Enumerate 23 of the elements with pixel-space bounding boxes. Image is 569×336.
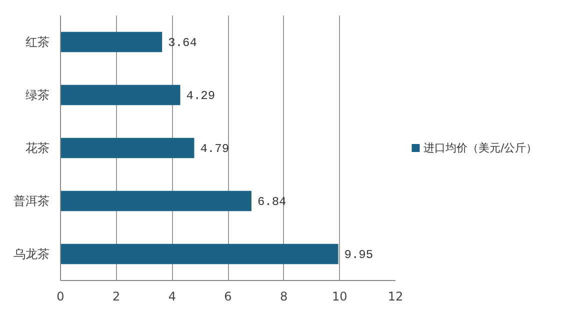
data-label: 4.29 <box>186 89 216 103</box>
bar <box>60 190 252 212</box>
x-tick-label: 10 <box>332 290 348 304</box>
bar <box>60 138 194 158</box>
y-tick-label: 普洱茶 <box>14 194 50 208</box>
y-tick-label: 绿茶 <box>26 88 50 102</box>
x-tick-label: 6 <box>224 290 232 304</box>
data-label: 9.95 <box>344 248 374 262</box>
x-tick-label: 2 <box>112 290 120 304</box>
x-tick-label: 12 <box>388 290 404 304</box>
y-tick-label: 红茶 <box>26 35 50 49</box>
x-tick-label: 0 <box>56 290 64 304</box>
data-label: 3.64 <box>168 36 197 50</box>
data-label: 6.84 <box>257 195 286 209</box>
x-tick-label: 4 <box>168 290 176 304</box>
y-tick-label: 乌龙茶 <box>14 247 50 261</box>
y-tick-label: 花茶 <box>26 141 50 155</box>
data-label: 4.79 <box>200 142 230 156</box>
bar <box>60 84 180 106</box>
legend-label: 进口均价（美元/公斤） <box>424 142 538 154</box>
bar <box>60 244 338 264</box>
x-tick-label: 8 <box>280 290 288 304</box>
bar <box>60 32 162 52</box>
